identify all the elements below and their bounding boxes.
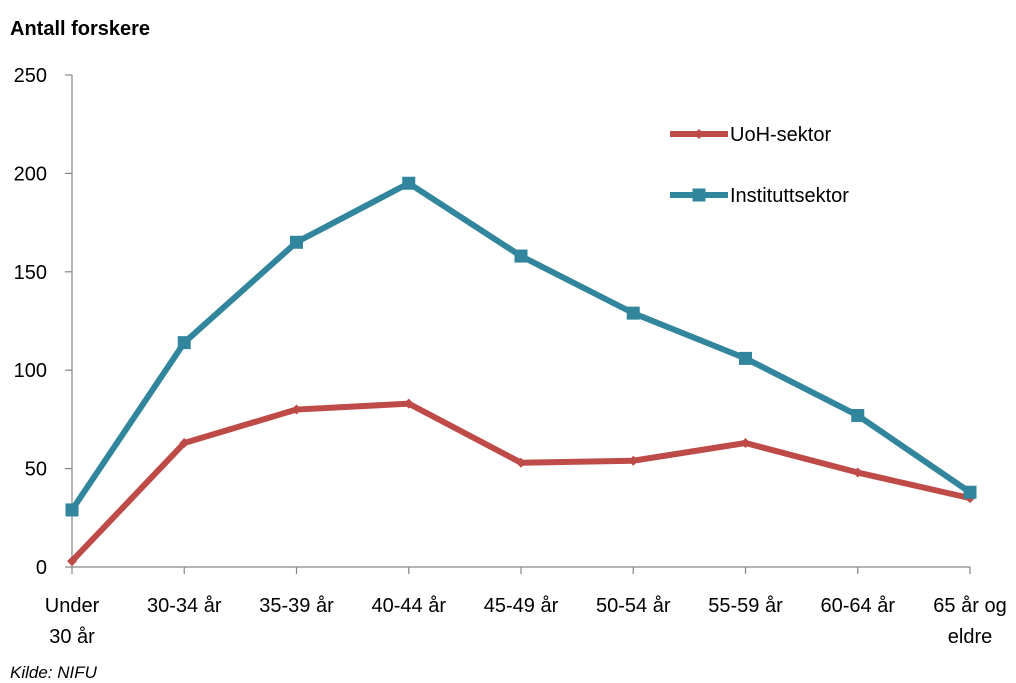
- y-tick-label: 150: [14, 262, 47, 284]
- x-tick-label-line: 40-44 år: [372, 595, 447, 617]
- data-point: [516, 457, 526, 468]
- data-point: [402, 176, 416, 190]
- series-line: [69, 400, 971, 564]
- x-tick-label: 35-39 år: [259, 595, 334, 617]
- x-tick-labels: Under 30 år 30-34 år 35-39 år 40-44 år 45-49 …: [45, 595, 1007, 648]
- data-point: [65, 503, 79, 517]
- legend: UoH-sektor Instituttsektor: [670, 124, 849, 207]
- y-tick-label: 100: [14, 360, 47, 382]
- data-point: [852, 467, 863, 478]
- x-tick-label-line: 30 år: [49, 626, 95, 648]
- data-point: [179, 438, 190, 449]
- data-point: [963, 485, 977, 499]
- data-point: [67, 556, 77, 567]
- x-tick-label: 65 år og eldre: [933, 595, 1006, 648]
- y-tick-label: 0: [36, 557, 47, 579]
- source-note: Kilde: NIFU: [10, 663, 98, 682]
- data-point: [514, 249, 528, 263]
- y-tick-label: 250: [14, 65, 47, 87]
- legend-label: Instituttsektor: [730, 185, 849, 207]
- series-group: [65, 176, 977, 567]
- x-tick-label-line: 55-59 år: [708, 595, 783, 617]
- x-tick-label: 30-34 år: [147, 595, 222, 617]
- x-tick-label-line: Under: [45, 595, 100, 617]
- data-point: [739, 351, 752, 365]
- legend-item: UoH-sektor: [670, 124, 831, 146]
- y-tick-label: 200: [14, 163, 47, 185]
- y-axis-title: Antall forskere: [10, 18, 150, 40]
- legend-marker: [694, 129, 704, 139]
- y-tick-label: 50: [25, 459, 47, 481]
- x-tick-label-line: 60-64 år: [821, 595, 896, 617]
- axes: [65, 74, 971, 574]
- x-tick-label: 50-54 år: [596, 595, 671, 617]
- legend-label: UoH-sektor: [730, 124, 831, 146]
- x-tick-label-line: 30-34 år: [147, 595, 222, 617]
- x-tick-label-line: 50-54 år: [596, 595, 671, 617]
- x-tick-label: 40-44 år: [372, 595, 447, 617]
- legend-marker: [692, 188, 706, 202]
- data-point: [628, 455, 639, 466]
- x-tick-label-line: 35-39 år: [259, 595, 334, 617]
- data-point: [740, 438, 751, 449]
- x-tick-label: 60-64 år: [821, 595, 896, 617]
- y-tick-labels: 0 50 100 150 200 250: [14, 65, 47, 579]
- data-point: [291, 404, 302, 415]
- x-tick-label-line: 65 år og: [933, 595, 1006, 617]
- x-tick-label-line: eldre: [948, 626, 992, 648]
- x-tick-label: 55-59 år: [708, 595, 783, 617]
- x-tick-label: 45-49 år: [484, 595, 559, 617]
- data-point: [290, 235, 303, 249]
- series-0: [67, 398, 975, 567]
- data-point: [626, 306, 640, 320]
- data-point: [177, 336, 191, 350]
- data-point: [851, 408, 865, 422]
- legend-item: Instituttsektor: [670, 185, 849, 207]
- series-1: [65, 176, 977, 517]
- x-tick-label: Under 30 år: [45, 595, 100, 648]
- data-point: [403, 398, 414, 409]
- x-tick-label-line: 45-49 år: [484, 595, 559, 617]
